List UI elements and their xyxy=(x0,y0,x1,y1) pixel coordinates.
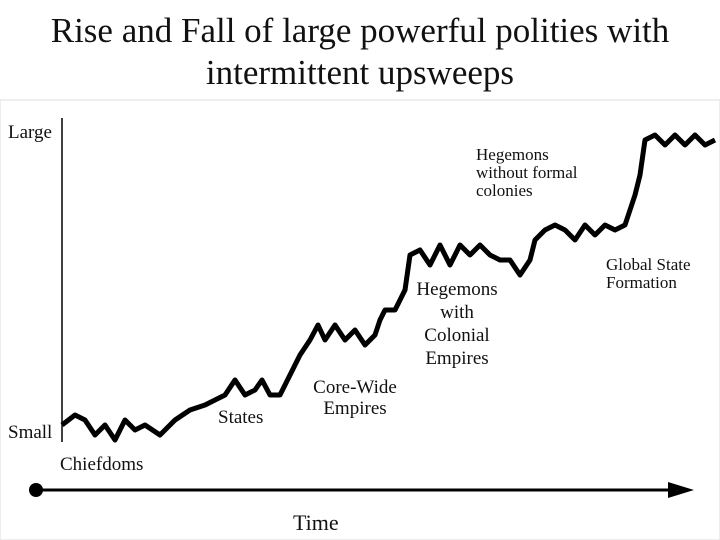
axis-label-bottom: Small xyxy=(8,422,52,443)
axis-label-top: Large xyxy=(8,122,52,143)
annotation: Empires xyxy=(323,398,386,419)
arrow-head xyxy=(668,482,694,498)
annotation: colonies xyxy=(476,181,533,200)
annotation: States xyxy=(218,407,263,428)
annotation: Global State xyxy=(606,255,691,274)
axis-origin-dot xyxy=(29,483,43,497)
annotation: Chiefdoms xyxy=(60,454,143,475)
image-frame xyxy=(0,99,720,540)
annotation: Empires xyxy=(425,348,488,369)
annotation: without formal xyxy=(476,163,578,182)
annotation: Hegemons xyxy=(476,145,549,164)
polity-size-line xyxy=(60,132,717,443)
annotation: Formation xyxy=(606,273,677,292)
annotation: Core-Wide xyxy=(313,377,397,398)
axis-label-x: Time xyxy=(293,510,339,535)
annotation: Hegemons xyxy=(416,279,497,300)
annotation: with xyxy=(440,302,474,323)
annotation: Colonial xyxy=(424,325,489,346)
slide-title: Rise and Fall of large powerful polities… xyxy=(50,11,670,92)
